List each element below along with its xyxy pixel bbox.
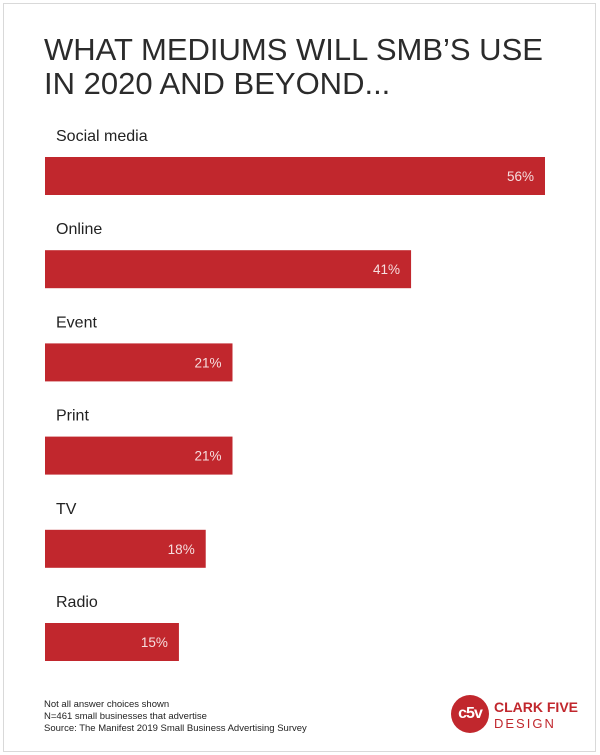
bar xyxy=(45,250,412,289)
category-label: Radio xyxy=(56,594,98,611)
chart-title: WHAT MEDIUMS WILL SMB’S USE IN 2020 AND … xyxy=(44,33,564,101)
chart-title-line-1: WHAT MEDIUMS WILL SMB’S USE xyxy=(44,32,543,67)
clark-five-logo: c5v CLARK FIVE DESIGN xyxy=(451,694,591,738)
category-label: Social media xyxy=(56,128,148,145)
value-label: 15% xyxy=(141,635,168,650)
bar-chart: Social media 56% Online 41% Event 21% Print 21%… xyxy=(45,128,545,661)
bar xyxy=(45,157,545,195)
value-label: 21% xyxy=(194,355,221,370)
category-label: Event xyxy=(56,314,97,331)
value-label: 18% xyxy=(168,542,195,557)
note-line-1: Not all answer choices shown xyxy=(44,699,170,710)
category-label: Online xyxy=(56,221,102,238)
bar xyxy=(45,343,233,382)
logo-name: CLARK FIVE xyxy=(494,699,578,715)
value-label: 56% xyxy=(507,169,534,184)
bar xyxy=(45,436,233,475)
logo-mark: c5v xyxy=(451,695,489,733)
chart-notes: Not all answer choices shown N=461 small… xyxy=(44,699,307,735)
chart-title-line-2: IN 2020 AND BEYOND... xyxy=(44,66,391,101)
logo-subtitle: DESIGN xyxy=(494,716,556,731)
note-line-2: N=461 small businesses that advertise xyxy=(44,711,207,722)
value-label: 21% xyxy=(194,449,221,464)
bar xyxy=(45,623,179,661)
category-label: Print xyxy=(56,408,89,425)
bar xyxy=(45,529,206,568)
category-label: TV xyxy=(56,501,77,518)
value-label: 41% xyxy=(373,262,400,277)
note-line-3: Source: The Manifest 2019 Small Business… xyxy=(44,723,307,734)
